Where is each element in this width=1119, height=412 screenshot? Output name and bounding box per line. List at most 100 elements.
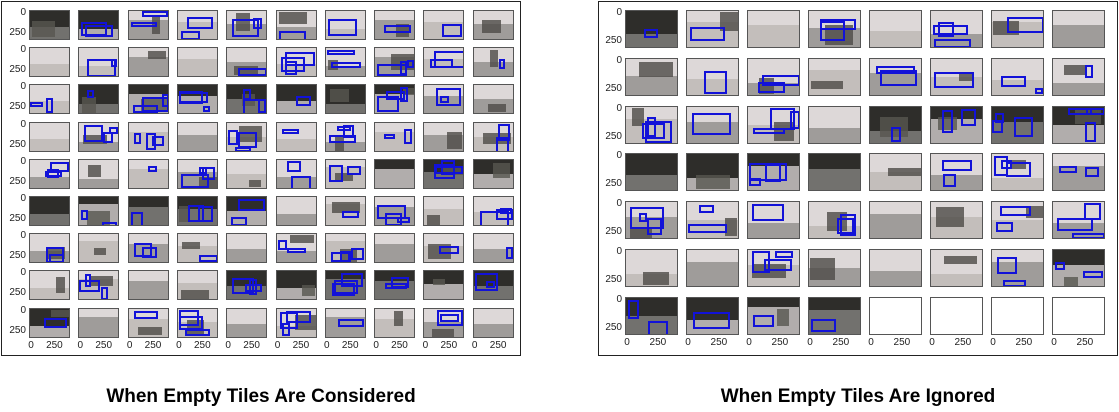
image-tile (423, 158, 465, 189)
detection-box (690, 27, 725, 41)
detection-box (1035, 87, 1043, 94)
image-tile (127, 158, 169, 189)
tile-texture (375, 318, 415, 337)
x-tick-label: 250 (1076, 336, 1094, 348)
tile-texture (375, 281, 415, 300)
image-tile (324, 307, 366, 338)
image-tile (176, 84, 218, 115)
detection-box (1086, 107, 1104, 115)
image-tile (625, 296, 678, 335)
detection-box (197, 206, 213, 222)
image-tile (324, 121, 366, 152)
image-tile (29, 10, 70, 40)
image-tile (275, 196, 317, 226)
detection-box (133, 310, 158, 319)
tile-texture (748, 223, 799, 239)
image-tile (374, 158, 416, 189)
tile-texture (992, 178, 1043, 191)
x-tick-label: 250 (893, 336, 911, 348)
detection-box (180, 31, 200, 39)
x-tick-label: 250 (391, 339, 408, 351)
image-tile (78, 270, 120, 301)
tile-texture (725, 218, 737, 237)
tile-texture (1064, 277, 1078, 286)
detection-box (46, 98, 53, 114)
tile-texture (334, 172, 353, 181)
figure-panel-considered: 0 250 0 250 0 250 0 250 0 250 0 250 0 250 0 250 0 250 0 250… (1, 1, 521, 356)
detection-box (384, 25, 412, 33)
image-tile (226, 270, 268, 301)
detection-box (141, 97, 168, 113)
detection-box (876, 65, 915, 74)
image-tile (808, 57, 861, 96)
tile-texture (1012, 160, 1026, 170)
image-tile (991, 10, 1044, 48)
image-tile (869, 10, 922, 48)
tile-texture (959, 71, 973, 81)
detection-box (85, 274, 92, 288)
image-tile (374, 47, 416, 78)
detection-box (87, 90, 95, 99)
detection-box (198, 166, 207, 174)
detection-box (278, 31, 306, 39)
y-tick-label: 250 (9, 64, 26, 76)
detection-box (647, 218, 662, 236)
tile-texture (325, 316, 365, 337)
detection-box (103, 131, 114, 143)
detection-box (284, 52, 315, 67)
image-tile (991, 105, 1044, 144)
detection-box (753, 127, 785, 134)
detection-box (101, 287, 109, 300)
image-tile (226, 233, 268, 264)
image-tile (423, 84, 465, 115)
detection-box (331, 283, 355, 297)
tile-texture (30, 214, 69, 225)
detection-box (328, 134, 356, 143)
y-tick-label: 250 (605, 226, 622, 238)
y-tick-label: 0 (20, 81, 26, 93)
image-tile (686, 105, 739, 144)
image-tile (930, 10, 983, 48)
detection-box (762, 74, 799, 86)
detection-box (1014, 116, 1033, 137)
detection-box (436, 88, 462, 107)
image-tile (1052, 105, 1105, 144)
image-tile (374, 10, 416, 40)
tile-texture (276, 138, 316, 151)
image-tile (275, 307, 317, 338)
detection-box (642, 122, 665, 139)
y-tick-label: 0 (20, 44, 26, 56)
tile-texture (178, 206, 188, 222)
image-tile (226, 121, 268, 152)
detection-box (1085, 167, 1099, 178)
detection-box (228, 129, 239, 145)
detection-box (764, 259, 792, 271)
image-tile (275, 233, 317, 264)
tile-texture (128, 168, 168, 188)
image-tile (29, 196, 70, 226)
y-tick-label: 250 (605, 178, 622, 190)
detection-box (837, 218, 854, 235)
tile-texture (147, 51, 166, 60)
x-tick-label: 250 (46, 339, 63, 351)
image-tile (1052, 296, 1105, 335)
tile-texture (427, 215, 441, 225)
detection-box (49, 254, 64, 263)
image-tile (808, 10, 861, 48)
image-tile (374, 307, 416, 338)
tile-texture (276, 325, 316, 337)
detection-box (327, 19, 357, 36)
tile-texture (992, 220, 1043, 239)
image-tile (991, 57, 1044, 96)
detection-box (1006, 162, 1031, 178)
image-tile (869, 249, 922, 287)
image-tile (747, 153, 800, 192)
image-tile (808, 296, 861, 335)
detection-box (943, 174, 956, 188)
image-tile (1052, 57, 1105, 96)
detection-box (639, 213, 647, 223)
tile-texture (441, 166, 464, 175)
tile-texture (325, 66, 365, 77)
detection-box (385, 213, 403, 225)
image-tile (1052, 201, 1105, 240)
